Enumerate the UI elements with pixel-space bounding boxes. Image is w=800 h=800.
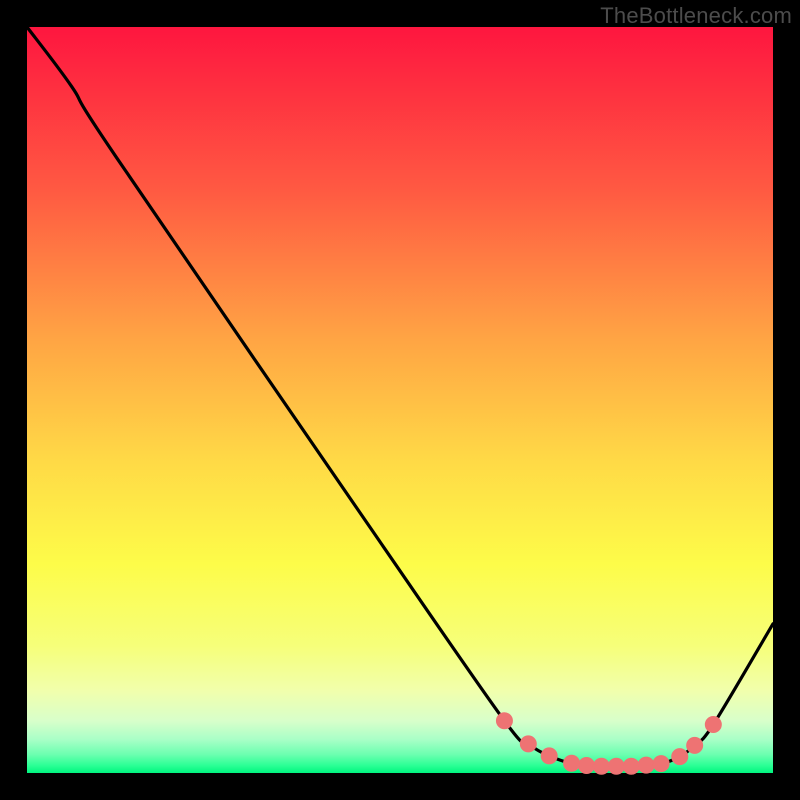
- data-marker: [579, 758, 595, 774]
- data-marker: [520, 736, 536, 752]
- data-marker: [638, 757, 654, 773]
- data-marker: [593, 758, 609, 774]
- watermark-text: TheBottleneck.com: [600, 3, 792, 29]
- gradient-plot-area: [27, 27, 773, 773]
- bottleneck-chart: [0, 0, 800, 800]
- data-marker: [608, 758, 624, 774]
- data-marker: [672, 749, 688, 765]
- data-marker: [705, 717, 721, 733]
- data-marker: [496, 713, 512, 729]
- data-marker: [623, 758, 639, 774]
- data-marker: [564, 755, 580, 771]
- data-marker: [687, 737, 703, 753]
- data-marker: [541, 748, 557, 764]
- chart-stage: TheBottleneck.com: [0, 0, 800, 800]
- data-marker: [653, 756, 669, 772]
